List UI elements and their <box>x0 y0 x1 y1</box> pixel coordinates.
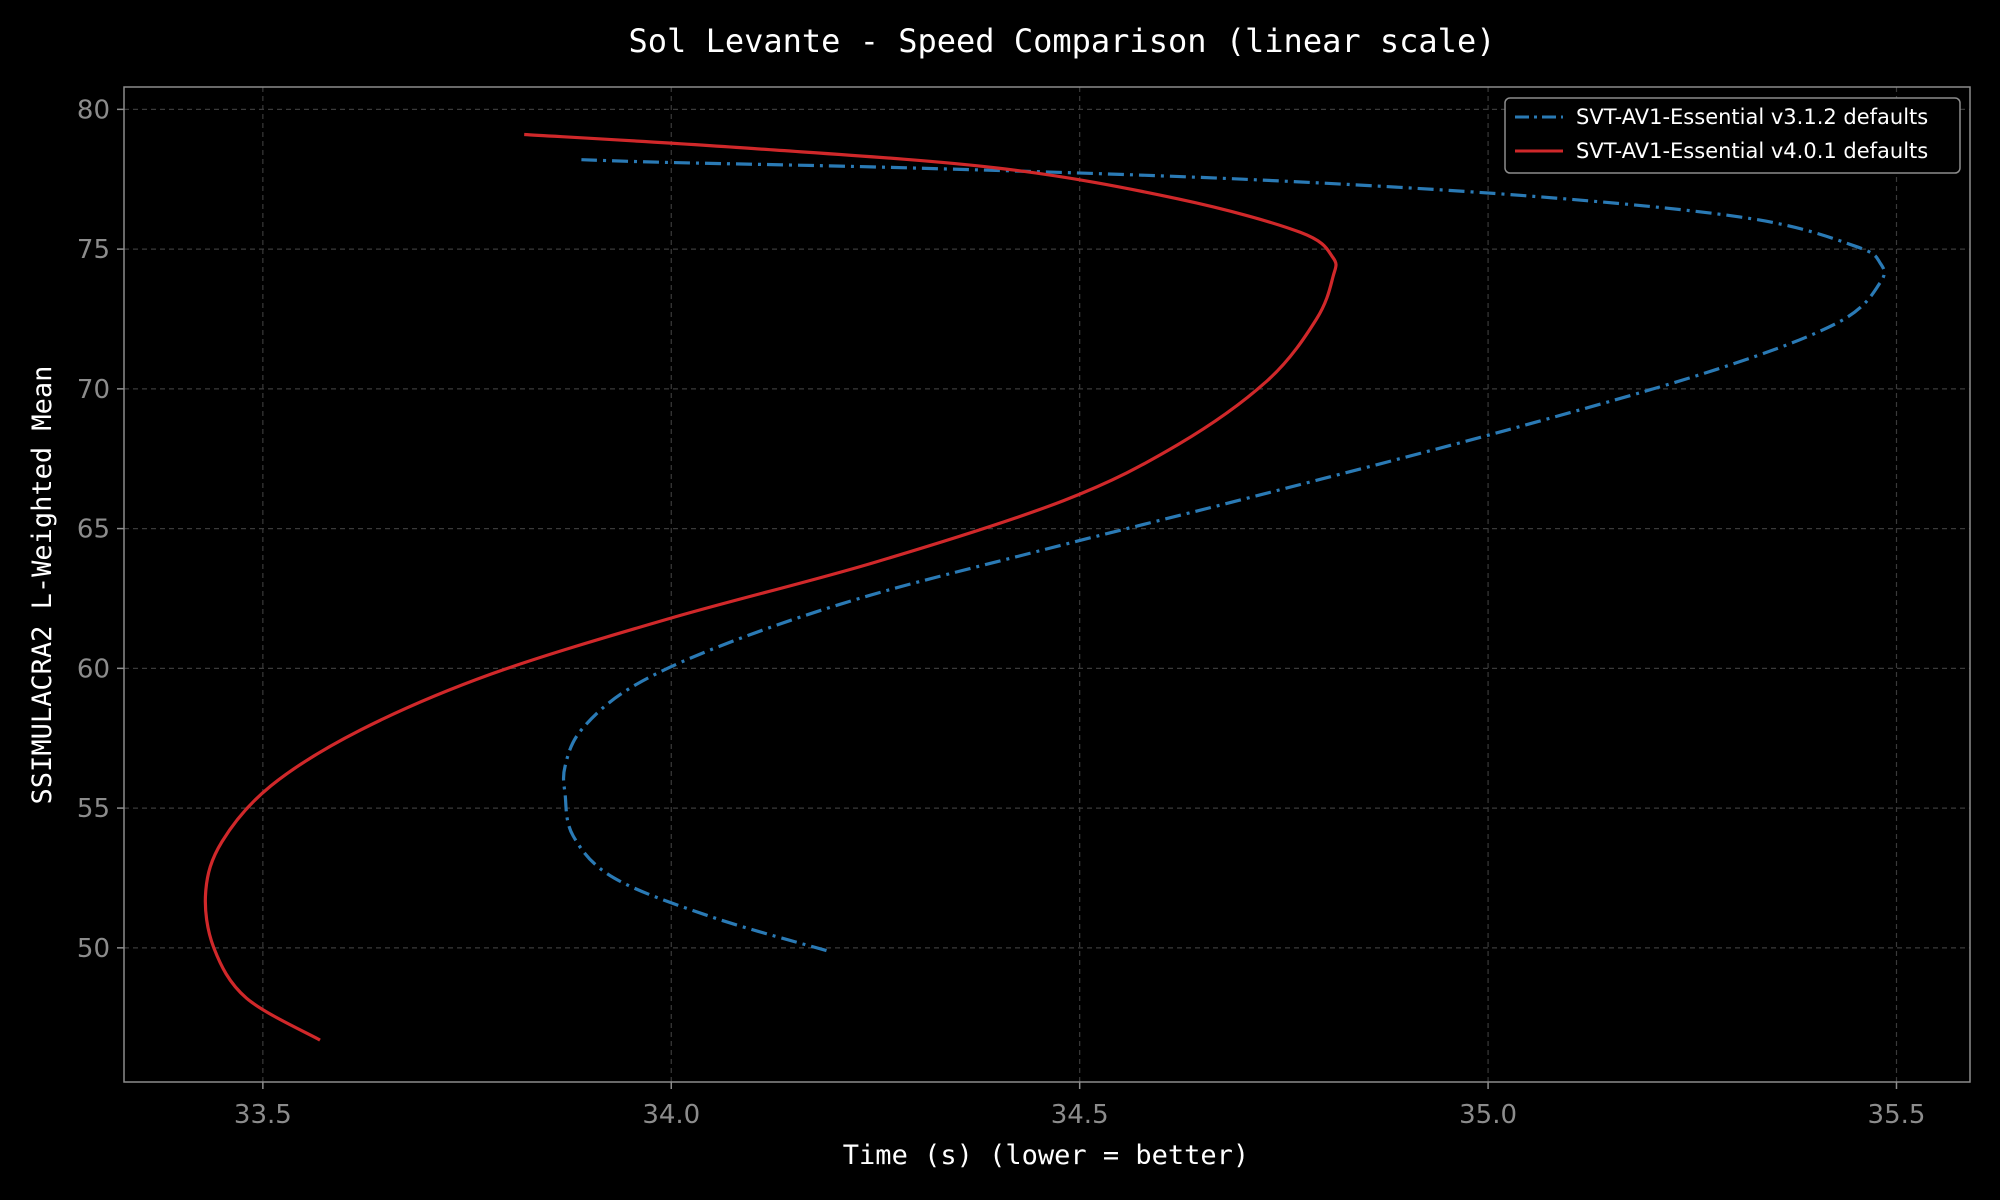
x-tick-label: 34.5 <box>1051 1100 1109 1130</box>
y-tick-label: 75 <box>77 235 110 265</box>
series-line-v3-1-2 <box>561 158 1886 953</box>
plot-frame <box>123 86 1971 1083</box>
legend-box <box>1504 97 1961 174</box>
x-tick-label: 33.5 <box>234 1100 292 1130</box>
y-tick-label: 70 <box>77 375 110 405</box>
y-tick-label: 65 <box>77 515 110 545</box>
y-tick-label: 60 <box>77 654 110 684</box>
y-tick-label: 55 <box>77 794 110 824</box>
legend-label-v3-1-2: SVT-AV1-Essential v3.1.2 defaults <box>1576 105 1928 129</box>
x-axis-ticks: 33.5 34.0 34.5 35.0 35.5 <box>234 1082 1926 1130</box>
chart-title: Sol Levante - Speed Comparison (linear s… <box>629 22 1496 60</box>
legend: SVT-AV1-Essential v3.1.2 defaults SVT-AV… <box>1504 97 1961 174</box>
x-tick-label: 35.5 <box>1868 1100 1926 1130</box>
series-line-v4-0-1 <box>203 132 1338 1042</box>
y-tick-label: 50 <box>77 934 110 964</box>
y-tick-label: 80 <box>77 95 110 125</box>
x-tick-label: 35.0 <box>1459 1100 1517 1130</box>
x-axis-label: Time (s) (lower = better) <box>843 1140 1249 1171</box>
y-axis-label: SSIMULACRA2 L-Weighted Mean <box>27 366 58 805</box>
y-axis-ticks: 50 55 60 65 70 75 80 <box>77 95 124 964</box>
legend-label-v4-0-1: SVT-AV1-Essential v4.0.1 defaults <box>1576 139 1928 163</box>
grid <box>124 87 1970 1082</box>
plot-lines <box>203 132 1886 1042</box>
x-tick-label: 34.0 <box>642 1100 700 1130</box>
